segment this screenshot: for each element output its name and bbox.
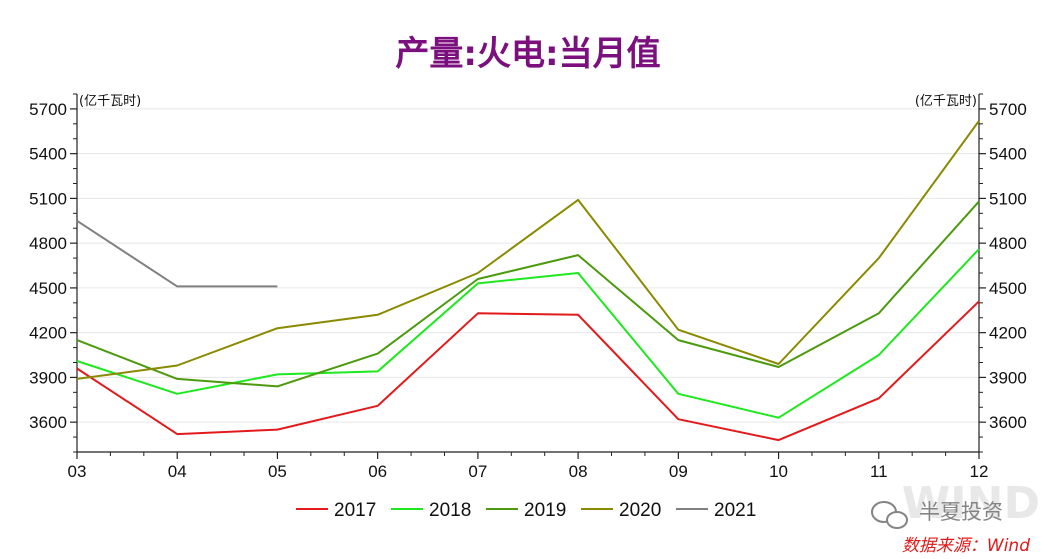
y-tick-label: 3600 [989, 413, 1027, 432]
right-axis-unit: (亿千瓦时) [915, 94, 977, 109]
watermark-brand: 半夏投资 [919, 500, 1003, 524]
y-tick-label: 5700 [29, 100, 67, 119]
y-tick-label: 3600 [29, 413, 67, 432]
x-tick-label: 06 [368, 462, 387, 481]
y-tick-label: 4200 [29, 324, 67, 343]
x-tick-label: 07 [468, 462, 487, 481]
left-axis-unit: (亿千瓦时) [79, 94, 141, 109]
x-tick-labels: 03 04 05 06 07 08 09 10 11 12 [68, 462, 989, 481]
right-y-tick-labels: 3600 3900 4200 4500 4800 5100 5400 5700 [989, 100, 1027, 432]
legend-label-2021: 2021 [714, 500, 756, 521]
y-tick-label: 4800 [29, 234, 67, 253]
x-tick-label: 10 [769, 462, 788, 481]
x-tick-label: 11 [870, 462, 888, 481]
legend-label-2020: 2020 [619, 500, 661, 521]
x-tick-label: 03 [68, 462, 87, 481]
series-line-2018 [76, 248, 980, 419]
series-line-2020 [76, 120, 980, 380]
y-tick-label: 3900 [989, 368, 1027, 387]
series-line-2017 [76, 300, 980, 442]
series-line-2019 [76, 200, 980, 388]
watermark: WIND 半夏投资 [871, 478, 1040, 529]
y-tick-label: 5400 [29, 145, 67, 164]
legend: 2017 2018 2019 2020 2021 [296, 500, 756, 521]
y-tick-label: 5100 [29, 189, 67, 208]
y-tick-label: 5700 [989, 100, 1027, 119]
left-y-tick-labels: 3600 3900 4200 4500 4800 5100 5400 5700 [29, 100, 67, 432]
legend-label-2019: 2019 [524, 500, 566, 521]
legend-label-2017: 2017 [334, 500, 376, 521]
x-tick-label: 04 [168, 462, 187, 481]
x-tick-label: 08 [569, 462, 588, 481]
x-tick-label: 09 [669, 462, 688, 481]
series-line-2021 [76, 219, 278, 288]
y-tick-label: 4800 [989, 234, 1027, 253]
chart-title: 产量:火电:当月值 [395, 34, 660, 74]
y-tick-label: 3900 [29, 368, 67, 387]
series-lines [76, 120, 980, 442]
y-tick-label: 4200 [989, 324, 1027, 343]
data-source: 数据来源：Wind [902, 536, 1030, 556]
y-tick-label: 4500 [989, 279, 1027, 298]
legend-label-2018: 2018 [429, 500, 471, 521]
wechat-icon [871, 501, 908, 529]
y-tick-label: 4500 [29, 279, 67, 298]
axis-minor-ticks [70, 93, 986, 459]
grid-lines [77, 108, 979, 423]
x-tick-label: 12 [970, 462, 989, 481]
y-tick-label: 5400 [989, 145, 1027, 164]
x-tick-label: 05 [268, 462, 287, 481]
y-tick-label: 5100 [989, 189, 1027, 208]
watermark-logo: WIND [902, 478, 1040, 529]
